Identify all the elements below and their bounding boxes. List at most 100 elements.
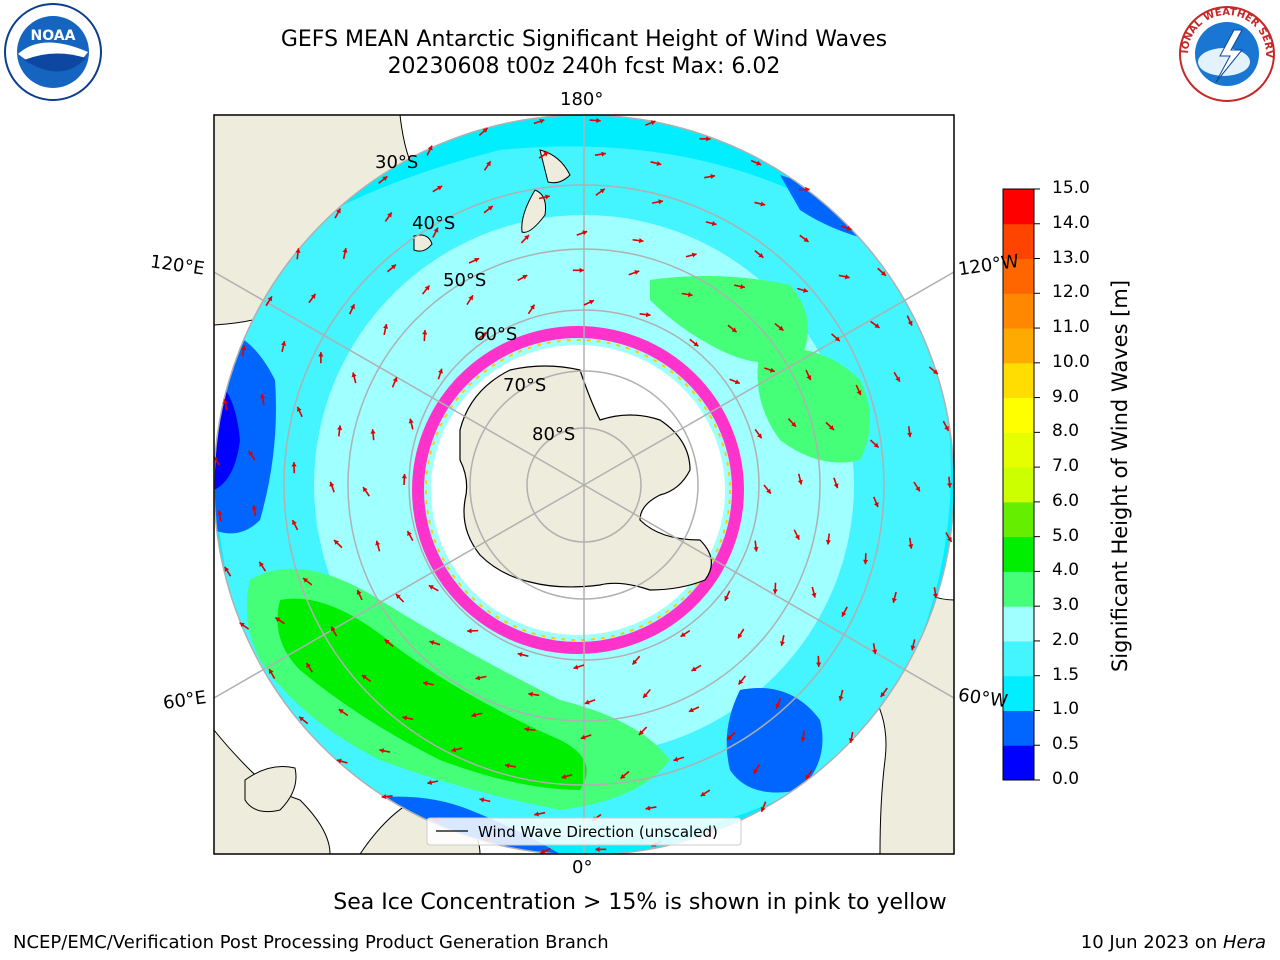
wave-arrow-head xyxy=(838,695,844,701)
colorbar xyxy=(1003,188,1040,781)
wave-arrow-head xyxy=(599,188,605,194)
colorbar-tick-label: 4.0 xyxy=(1052,560,1080,581)
colorbar-swatch xyxy=(1003,536,1034,572)
wave-arrow-head xyxy=(846,225,852,231)
colorbar-frame xyxy=(1002,188,1035,781)
wave-arrow-head xyxy=(753,546,759,552)
wave-arrow-head xyxy=(856,390,862,396)
wave-arrow-head xyxy=(944,425,949,431)
wave-arrow-head xyxy=(700,791,706,797)
wave-arrow-head xyxy=(329,481,335,487)
wave-arrow-head xyxy=(424,285,430,291)
wave-arrow-head xyxy=(753,768,759,774)
colorbar-tick-label: 0.0 xyxy=(1052,769,1080,789)
wave-arrow-head xyxy=(833,483,839,489)
wave-arrow-head xyxy=(794,534,800,540)
wave-arrow-head xyxy=(540,849,546,854)
wave-arrow-head xyxy=(579,267,584,273)
wave-arrow-head xyxy=(383,324,389,329)
colorbar-tick-label: 11.0 xyxy=(1052,317,1090,338)
wave-arrow-head xyxy=(338,709,344,714)
wave-arrow-head xyxy=(384,639,390,645)
wave-arrow-head xyxy=(791,421,796,427)
wave-arrow-head xyxy=(342,248,348,253)
colorbar-swatch xyxy=(1003,710,1034,746)
wave-arrow-head xyxy=(816,662,822,667)
wave-band-3-4m-ne xyxy=(757,348,870,463)
wave-arrow-head xyxy=(805,186,810,193)
wave-arrow-head xyxy=(760,201,766,207)
wave-arrow-head xyxy=(760,806,766,812)
wave-arrow-head xyxy=(726,735,732,740)
wave-arrow-head xyxy=(401,474,407,479)
wave-arrow-head xyxy=(422,330,428,335)
wave-arrow-head xyxy=(524,235,530,240)
new-zealand-land xyxy=(521,149,571,233)
colorbar-tick-label: 1.5 xyxy=(1052,664,1080,685)
colorbar-swatch xyxy=(1003,189,1034,225)
wave-arrow-head xyxy=(687,292,693,298)
wave-arrow-head xyxy=(711,220,717,226)
wave-arrow-head xyxy=(778,325,784,331)
wave-arrow-head xyxy=(643,692,648,698)
wave-arrow-head xyxy=(601,151,606,157)
wave-arrow-head xyxy=(382,176,388,182)
wave-arrow-head xyxy=(561,774,567,780)
wave-arrow-head xyxy=(873,502,879,508)
lat-label-50s: 50°S xyxy=(443,270,487,291)
wave-arrow-head xyxy=(844,274,850,280)
footer-date: 10 Jun 2023 on Hera xyxy=(1080,932,1266,953)
wave-arrow-head xyxy=(738,679,744,685)
wave-arrow-head xyxy=(895,376,900,382)
colorbar-tick-label: 8.0 xyxy=(1052,421,1080,442)
wave-arrow-head xyxy=(738,633,743,639)
wave-arrow-head xyxy=(524,726,530,732)
colorbar-tick-label: 0.5 xyxy=(1052,734,1080,755)
wave-arrow-head xyxy=(539,118,545,124)
wave-arrow-head xyxy=(848,738,854,743)
wave-arrow-head xyxy=(874,323,880,328)
wave-arrow-head xyxy=(534,811,539,817)
svg-text:Wind Wave Direction (unscaled): Wind Wave Direction (unscaled) xyxy=(478,823,718,841)
wave-arrow-head xyxy=(645,312,651,318)
wave-arrow-head xyxy=(468,295,473,301)
wave-arrow-head xyxy=(336,208,341,214)
wave-arrow-head xyxy=(825,539,831,545)
colorbar-tick-label: 5.0 xyxy=(1052,525,1080,546)
wave-arrow-head xyxy=(428,585,434,590)
tasmania-land xyxy=(413,234,433,252)
footer-credit: NCEP/EMC/Verification Post Processing Pr… xyxy=(13,932,609,953)
wave-arrow-head xyxy=(517,652,523,658)
wave-arrow-head xyxy=(632,659,638,665)
colorbar-swatch xyxy=(1003,675,1034,711)
wave-arrow-head xyxy=(224,566,230,572)
wave-arrow-head xyxy=(907,432,913,438)
wave-arrow-head xyxy=(529,304,535,310)
colorbar-tick-label: 6.0 xyxy=(1052,490,1080,511)
wave-arrow-head xyxy=(350,304,355,310)
wave-arrow-head xyxy=(295,248,301,253)
wave-arrow-head xyxy=(638,238,644,244)
wave-arrow-head xyxy=(769,367,775,373)
wave-arrow-head xyxy=(797,479,803,485)
colorbar-swatch xyxy=(1003,223,1034,260)
wave-arrow-head xyxy=(688,707,694,713)
wave-arrow-head xyxy=(573,664,579,670)
wave-arrow-head xyxy=(932,593,938,599)
colorbar-tick-label: 14.0 xyxy=(1052,212,1090,233)
nws-logo: NATIONAL WEATHER SERVICE xyxy=(1176,4,1275,102)
map-title: GEFS MEAN Antarctic Significant Height o… xyxy=(280,27,888,52)
wave-arrow-head xyxy=(427,145,433,151)
wave-arrow-head xyxy=(251,505,257,510)
wave-arrow-head xyxy=(487,205,493,211)
wave-arrow-head xyxy=(841,611,847,617)
wave-arrow-head xyxy=(248,450,254,456)
wave-arrow-head xyxy=(691,252,697,258)
wave-arrow-head xyxy=(479,797,485,803)
wave-arrow-head xyxy=(239,622,245,628)
colorbar-swatch xyxy=(1003,432,1034,468)
lon-label-top: 180° xyxy=(560,89,604,110)
wave-arrow-head xyxy=(634,270,640,275)
wave-band-3-4m-east xyxy=(650,276,808,364)
